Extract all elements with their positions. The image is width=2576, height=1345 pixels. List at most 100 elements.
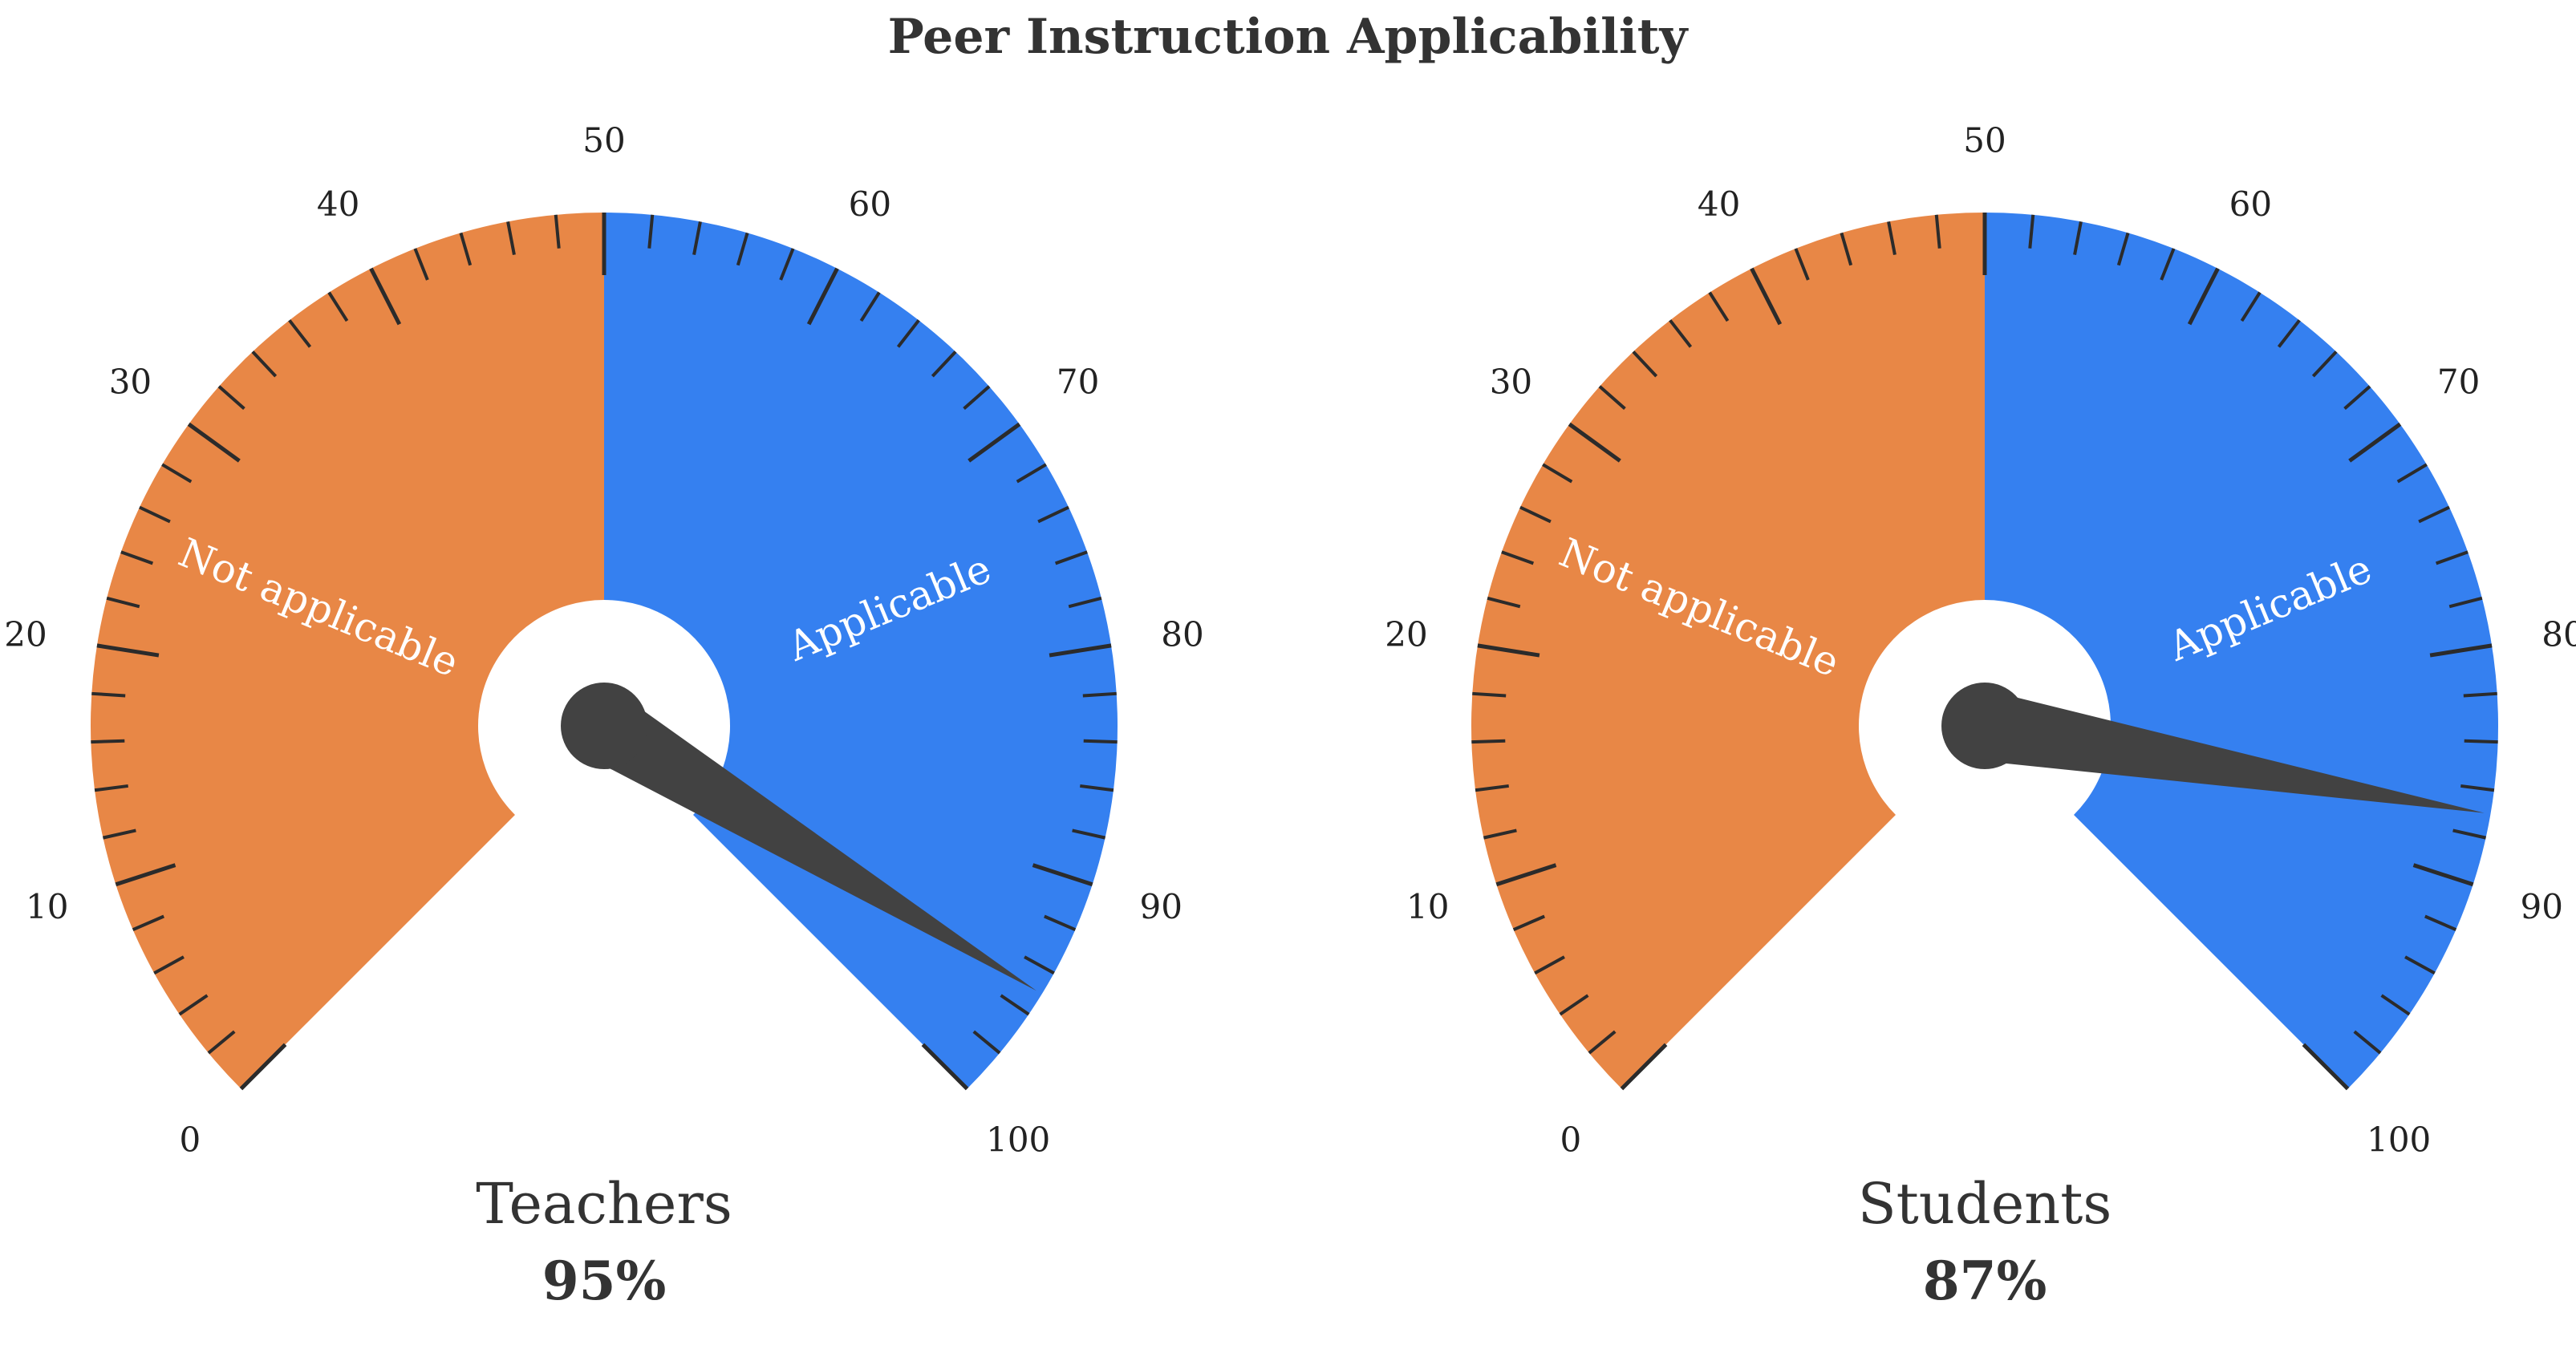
minor-tick <box>2073 221 2083 255</box>
minor-tick <box>1534 955 1565 975</box>
minor-tick <box>106 596 140 609</box>
minor-tick <box>139 505 171 524</box>
tick-label: 30 <box>109 362 152 401</box>
major-tick <box>2302 1043 2350 1091</box>
minor-tick <box>1794 248 1810 281</box>
gauge-value: 95% <box>542 1250 667 1312</box>
minor-tick <box>207 1030 236 1055</box>
minor-tick <box>2240 291 2262 322</box>
minor-tick <box>102 828 136 840</box>
major-tick <box>1620 1043 1668 1091</box>
minor-tick <box>2463 691 2497 698</box>
major-tick <box>1049 643 1112 658</box>
minor-tick <box>1519 505 1552 524</box>
band-not-applicable <box>90 213 604 1089</box>
minor-tick <box>2396 463 2428 484</box>
minor-tick <box>2380 994 2411 1016</box>
minor-tick <box>161 463 193 484</box>
tick-label: 100 <box>2367 1120 2431 1160</box>
minor-tick <box>972 1030 1001 1055</box>
minor-tick <box>1483 828 1517 840</box>
tick-label: 80 <box>1161 614 1203 654</box>
major-tick <box>968 422 1021 463</box>
minor-tick <box>1037 505 1069 524</box>
tick-label: 90 <box>1140 887 1183 926</box>
minor-tick <box>554 214 561 249</box>
major-tick <box>806 267 839 326</box>
tick-label: 50 <box>1963 121 2006 160</box>
tick-label: 20 <box>1385 614 1427 654</box>
major-tick <box>1495 863 1557 887</box>
major-tick <box>239 1043 287 1091</box>
minor-tick <box>1501 550 1535 565</box>
chart-title: Peer Instruction Applicability <box>888 9 1690 65</box>
minor-tick <box>1588 1030 1617 1055</box>
minor-tick <box>2464 739 2498 744</box>
minor-tick <box>2404 955 2436 975</box>
tick-label: 0 <box>1560 1120 1581 1160</box>
minor-tick <box>779 248 795 281</box>
major-tick <box>1032 863 1093 887</box>
major-tick <box>96 643 160 658</box>
minor-tick <box>327 291 349 322</box>
minor-tick <box>1000 994 1030 1016</box>
minor-tick <box>1080 784 1114 792</box>
minor-tick <box>2435 550 2468 565</box>
minor-tick <box>178 994 209 1016</box>
gauge-needle <box>1978 691 2485 813</box>
tick-label: 50 <box>582 121 625 160</box>
tick-label: 20 <box>4 614 47 654</box>
minor-tick <box>1044 914 1077 932</box>
major-tick <box>2429 643 2493 658</box>
minor-tick <box>1840 232 1853 266</box>
tick-label: 90 <box>2521 887 2563 926</box>
minor-tick <box>896 319 920 348</box>
major-tick <box>1568 422 1621 463</box>
tick-label: 10 <box>1406 887 1449 926</box>
minor-tick <box>217 385 245 411</box>
gauge-value: 87% <box>1923 1250 2047 1312</box>
minor-tick <box>153 955 185 975</box>
tick-label: 40 <box>317 184 359 224</box>
minor-tick <box>120 550 154 565</box>
minor-tick <box>1669 319 1693 348</box>
minor-tick <box>1887 221 1897 255</box>
major-tick <box>921 1043 969 1091</box>
minor-tick <box>1472 691 1507 698</box>
minor-tick <box>1934 214 1941 249</box>
minor-tick <box>1024 955 1055 975</box>
minor-tick <box>1559 994 1589 1016</box>
minor-tick <box>1708 291 1730 322</box>
minor-tick <box>963 385 991 411</box>
needle-hub <box>1941 683 2028 769</box>
minor-tick <box>1542 463 1573 484</box>
minor-tick <box>251 350 278 378</box>
tick-label: 100 <box>986 1120 1050 1160</box>
minor-tick <box>2028 214 2035 249</box>
minor-tick <box>2452 828 2487 840</box>
major-tick <box>1477 643 1540 658</box>
minor-tick <box>1475 784 1509 792</box>
minor-tick <box>859 291 881 322</box>
minor-tick <box>1054 550 1088 565</box>
minor-tick <box>647 214 655 249</box>
minor-tick <box>1016 463 1047 484</box>
major-tick <box>2187 267 2220 326</box>
minor-tick <box>94 784 128 792</box>
tick-label: 40 <box>1698 184 1740 224</box>
tick-label: 60 <box>2229 184 2272 224</box>
major-tick <box>115 863 176 887</box>
tick-label: 60 <box>849 184 891 224</box>
minor-tick <box>413 248 429 281</box>
minor-tick <box>1512 914 1545 932</box>
gauge-name: Students <box>1858 1171 2112 1237</box>
tick-label: 70 <box>1057 362 1099 401</box>
major-tick <box>369 267 402 326</box>
gauge-name: Teachers <box>476 1171 732 1237</box>
tick-label: 70 <box>2437 362 2480 401</box>
minor-tick <box>1082 691 1117 698</box>
